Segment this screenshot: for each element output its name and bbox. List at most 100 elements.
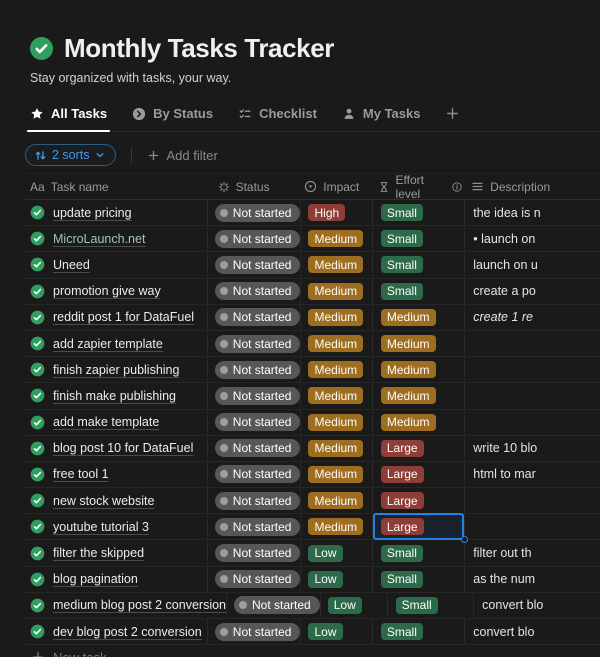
tab-by-status[interactable]: By Status	[132, 106, 213, 131]
impact-cell[interactable]: Low	[321, 593, 388, 618]
add-filter-button[interactable]: Add filter	[147, 148, 218, 163]
status-cell[interactable]: Not started	[227, 593, 321, 618]
sorts-button[interactable]: 2 sorts	[25, 144, 116, 166]
task-name-cell[interactable]: blog pagination	[25, 567, 208, 592]
info-icon[interactable]	[451, 181, 463, 193]
impact-cell[interactable]: Low	[301, 567, 372, 592]
task-name-cell[interactable]: new stock website	[25, 488, 208, 513]
impact-cell[interactable]: Medium	[301, 410, 372, 435]
task-name-cell[interactable]: medium blog post 2 conversion	[25, 593, 227, 618]
new-task-button[interactable]: New task	[25, 645, 600, 657]
task-name-cell[interactable]: filter the skipped	[25, 540, 208, 565]
status-cell[interactable]: Not started	[208, 462, 302, 487]
impact-cell[interactable]: Medium	[301, 383, 372, 408]
effort-cell[interactable]: Small	[373, 252, 465, 277]
effort-cell[interactable]: Small	[373, 567, 465, 592]
effort-cell[interactable]: Medium	[373, 305, 465, 330]
task-name-cell[interactable]: Uneed	[25, 252, 208, 277]
description-cell[interactable]: convert blo	[474, 593, 600, 618]
impact-cell[interactable]: Medium	[301, 252, 372, 277]
page-title[interactable]: Monthly Tasks Tracker	[64, 33, 334, 64]
description-cell[interactable]: as the num	[465, 567, 600, 592]
status-cell[interactable]: Not started	[208, 383, 302, 408]
effort-cell[interactable]: Medium	[373, 383, 465, 408]
column-header-task-name[interactable]: Aa Task name	[25, 180, 211, 194]
effort-cell[interactable]: Large	[373, 436, 465, 461]
status-cell[interactable]: Not started	[208, 488, 302, 513]
status-cell[interactable]: Not started	[208, 410, 302, 435]
tab-all-tasks[interactable]: All Tasks	[30, 106, 107, 131]
impact-cell[interactable]: Medium	[301, 462, 372, 487]
impact-cell[interactable]: High	[301, 200, 372, 225]
status-cell[interactable]: Not started	[208, 252, 302, 277]
task-name-cell[interactable]: MicroLaunch.net	[25, 226, 208, 251]
impact-cell[interactable]: Medium	[301, 436, 372, 461]
task-name-cell[interactable]: free tool 1	[25, 462, 208, 487]
task-name-cell[interactable]: finish zapier publishing	[25, 357, 208, 382]
task-name-cell[interactable]: dev blog post 2 conversion	[25, 619, 208, 644]
task-name-cell[interactable]: add make template	[25, 410, 208, 435]
status-cell[interactable]: Not started	[208, 279, 302, 304]
impact-cell[interactable]: Medium	[301, 488, 372, 513]
column-header-status[interactable]: Status	[211, 180, 298, 194]
effort-cell[interactable]: Small	[373, 226, 465, 251]
status-cell[interactable]: Not started	[208, 567, 302, 592]
effort-cell[interactable]: Large	[373, 514, 465, 539]
column-header-effort-level[interactable]: Effort level	[370, 173, 464, 201]
add-view-button[interactable]	[445, 106, 460, 131]
description-cell[interactable]: create 1 re	[465, 305, 600, 330]
impact-cell[interactable]: Medium	[301, 226, 372, 251]
description-cell[interactable]	[465, 357, 600, 382]
status-cell[interactable]: Not started	[208, 357, 302, 382]
effort-cell[interactable]: Medium	[373, 357, 465, 382]
description-cell[interactable]: html to mar	[465, 462, 600, 487]
effort-cell[interactable]: Large	[373, 488, 465, 513]
effort-cell[interactable]: Small	[373, 279, 465, 304]
impact-cell[interactable]: Medium	[301, 305, 372, 330]
task-name-cell[interactable]: update pricing	[25, 200, 208, 225]
task-name-cell[interactable]: promotion give way	[25, 279, 208, 304]
column-header-description[interactable]: Description	[463, 180, 600, 194]
description-cell[interactable]	[465, 331, 600, 356]
description-cell[interactable]	[465, 514, 600, 539]
tab-checklist[interactable]: Checklist	[238, 106, 317, 131]
effort-cell[interactable]: Small	[373, 619, 465, 644]
description-cell[interactable]	[465, 488, 600, 513]
status-cell[interactable]: Not started	[208, 226, 302, 251]
status-cell[interactable]: Not started	[208, 305, 302, 330]
description-cell[interactable]	[465, 383, 600, 408]
task-name-cell[interactable]: youtube tutorial 3	[25, 514, 208, 539]
effort-cell[interactable]: Large	[373, 462, 465, 487]
impact-cell[interactable]: Low	[301, 619, 372, 644]
status-cell[interactable]: Not started	[208, 619, 302, 644]
impact-cell[interactable]: Low	[301, 540, 372, 565]
status-cell[interactable]: Not started	[208, 331, 302, 356]
task-name-cell[interactable]: add zapier template	[25, 331, 208, 356]
description-cell[interactable]: write 10 blo	[465, 436, 600, 461]
description-cell[interactable]: launch on u	[465, 252, 600, 277]
status-cell[interactable]: Not started	[208, 540, 302, 565]
effort-cell[interactable]: Small	[373, 540, 465, 565]
task-name-cell[interactable]: reddit post 1 for DataFuel	[25, 305, 208, 330]
description-cell[interactable]	[465, 410, 600, 435]
tab-my-tasks[interactable]: My Tasks	[342, 106, 421, 131]
description-cell[interactable]: filter out th	[465, 540, 600, 565]
task-name-cell[interactable]: blog post 10 for DataFuel	[25, 436, 208, 461]
status-cell[interactable]: Not started	[208, 514, 302, 539]
status-cell[interactable]: Not started	[208, 200, 302, 225]
page-subtitle[interactable]: Stay organized with tasks, your way.	[30, 71, 600, 85]
impact-cell[interactable]: Medium	[301, 357, 372, 382]
impact-cell[interactable]: Medium	[301, 279, 372, 304]
description-cell[interactable]: create a po	[465, 279, 600, 304]
effort-cell[interactable]: Medium	[373, 331, 465, 356]
impact-cell[interactable]: Medium	[301, 331, 372, 356]
impact-cell[interactable]: Medium	[301, 514, 372, 539]
effort-cell[interactable]: Small	[388, 593, 475, 618]
description-cell[interactable]: the idea is n	[465, 200, 600, 225]
status-cell[interactable]: Not started	[208, 436, 302, 461]
task-name-cell[interactable]: finish make publishing	[25, 383, 208, 408]
column-header-impact[interactable]: Impact	[297, 180, 369, 194]
effort-cell[interactable]: Medium	[373, 410, 465, 435]
description-cell[interactable]: convert blo	[465, 619, 600, 644]
effort-cell[interactable]: Small	[373, 200, 465, 225]
